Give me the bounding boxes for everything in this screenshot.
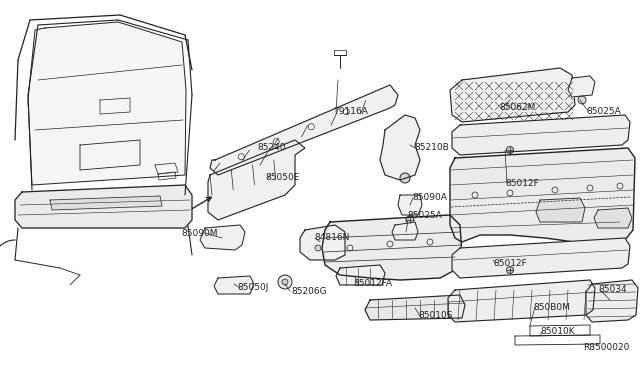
Polygon shape — [392, 222, 418, 240]
Polygon shape — [586, 280, 638, 322]
Text: 79116A: 79116A — [333, 108, 368, 116]
Circle shape — [273, 139, 279, 145]
Polygon shape — [365, 295, 465, 320]
Circle shape — [506, 147, 513, 154]
Polygon shape — [336, 265, 385, 285]
Circle shape — [406, 216, 414, 224]
Text: 84816N: 84816N — [314, 234, 349, 243]
Polygon shape — [322, 215, 462, 280]
Text: 85025A: 85025A — [407, 211, 442, 219]
Text: 85050E: 85050E — [265, 173, 300, 183]
Circle shape — [400, 173, 410, 183]
Polygon shape — [594, 208, 632, 228]
Circle shape — [278, 275, 292, 289]
Text: 85012FA: 85012FA — [353, 279, 392, 288]
Circle shape — [343, 109, 349, 115]
Polygon shape — [50, 196, 162, 210]
Polygon shape — [452, 115, 630, 155]
Polygon shape — [452, 238, 630, 278]
Text: 85090M: 85090M — [181, 228, 218, 237]
Polygon shape — [536, 198, 585, 222]
Polygon shape — [200, 225, 245, 250]
Polygon shape — [568, 76, 595, 97]
Text: 85012F: 85012F — [493, 259, 527, 267]
Text: 85010S: 85010S — [418, 311, 452, 321]
Circle shape — [506, 266, 513, 273]
Text: R8500020: R8500020 — [583, 343, 629, 353]
Polygon shape — [208, 140, 305, 220]
Text: 85010K: 85010K — [540, 327, 575, 337]
Polygon shape — [448, 280, 595, 322]
Polygon shape — [15, 185, 192, 228]
Text: 85012F: 85012F — [505, 179, 539, 187]
Polygon shape — [398, 195, 422, 215]
Text: 85062M: 85062M — [499, 103, 536, 112]
Polygon shape — [450, 68, 575, 122]
Polygon shape — [214, 276, 254, 294]
Text: 85034: 85034 — [598, 285, 627, 295]
Circle shape — [308, 124, 314, 130]
Circle shape — [315, 245, 321, 251]
Text: 85240: 85240 — [257, 144, 285, 153]
Text: 85090A: 85090A — [412, 193, 447, 202]
Text: 850B0M: 850B0M — [533, 302, 570, 311]
Circle shape — [578, 96, 586, 104]
Text: 85206G: 85206G — [291, 286, 326, 295]
Polygon shape — [28, 22, 186, 185]
Circle shape — [238, 154, 244, 160]
Polygon shape — [300, 225, 345, 260]
Text: 85025A: 85025A — [586, 106, 621, 115]
Text: 85210B: 85210B — [414, 144, 449, 153]
Polygon shape — [450, 148, 635, 245]
Polygon shape — [210, 85, 398, 175]
Circle shape — [282, 279, 288, 285]
Polygon shape — [380, 115, 420, 180]
Text: 85050J: 85050J — [237, 283, 268, 292]
